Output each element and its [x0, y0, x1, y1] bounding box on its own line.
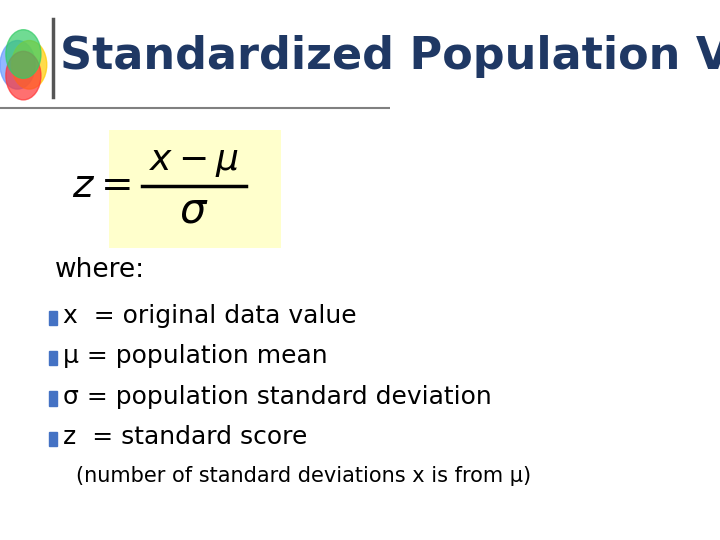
Bar [49, 310, 58, 325]
Bar [49, 351, 58, 365]
Text: Standardized Population Values: Standardized Population Values [60, 35, 720, 78]
Text: $\sigma$: $\sigma$ [179, 190, 209, 232]
Text: x  = original data value: x = original data value [63, 304, 357, 328]
Text: z  = standard score: z = standard score [63, 426, 307, 449]
Text: $x - \mu$: $x - \mu$ [149, 145, 239, 179]
Text: μ = population mean: μ = population mean [63, 345, 328, 368]
Bar [49, 432, 58, 446]
Circle shape [6, 30, 41, 78]
Text: (number of standard deviations x is from μ): (number of standard deviations x is from… [76, 466, 531, 487]
FancyBboxPatch shape [109, 130, 281, 248]
Text: where:: where: [55, 257, 145, 283]
Circle shape [6, 51, 41, 100]
Bar [49, 392, 58, 406]
Text: $z =$: $z =$ [72, 167, 130, 205]
Circle shape [12, 40, 47, 89]
Text: σ = population standard deviation: σ = population standard deviation [63, 385, 492, 409]
Circle shape [0, 40, 35, 89]
